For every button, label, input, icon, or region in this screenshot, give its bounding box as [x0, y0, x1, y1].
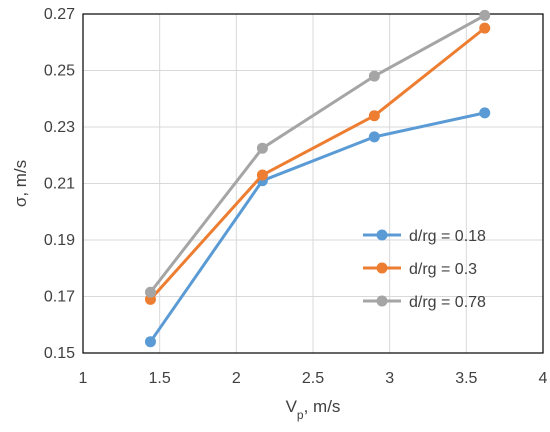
legend-label: d/rg = 0.3 — [409, 261, 477, 278]
x-axis-title-subscript: p — [297, 408, 304, 422]
data-point — [479, 9, 491, 21]
x-axis-ticks: 1 1.5 2 2.5 3 3.5 4 — [79, 370, 548, 387]
data-point — [256, 142, 268, 154]
legend-marker — [376, 262, 388, 274]
x-axis-title: Vp, m/s — [286, 397, 341, 422]
y-tick-label: 0.15 — [44, 345, 75, 362]
series-lines — [144, 9, 491, 348]
x-tick-label: 4 — [539, 370, 548, 387]
y-tick-label: 0.19 — [44, 232, 75, 249]
legend-item: d/rg = 0.3 — [363, 261, 477, 278]
legend: d/rg = 0.18 d/rg = 0.3 d/rg = 0.78 — [363, 228, 486, 311]
x-tick-label: 3 — [385, 370, 394, 387]
data-point — [479, 107, 491, 119]
series-2 — [144, 22, 491, 305]
y-axis-ticks: 0.15 0.17 0.19 0.21 0.23 0.25 0.27 — [44, 6, 75, 362]
y-tick-label: 0.21 — [44, 176, 75, 193]
x-axis-title-unit: , m/s — [304, 397, 341, 416]
series-1 — [144, 107, 491, 348]
legend-marker — [376, 229, 388, 241]
data-point — [144, 286, 156, 298]
y-tick-label: 0.25 — [44, 63, 75, 80]
legend-item: d/rg = 0.18 — [363, 228, 486, 245]
data-point — [368, 131, 380, 143]
legend-marker — [376, 295, 388, 307]
plot-area-border — [82, 13, 544, 354]
series-3 — [144, 9, 491, 298]
legend-item: d/rg = 0.78 — [363, 294, 486, 311]
grid — [83, 14, 543, 353]
series-line — [148, 111, 487, 344]
data-point — [479, 22, 491, 34]
y-axis-title: σ, m/s — [11, 160, 30, 207]
series-line — [148, 26, 487, 301]
x-tick-label: 1 — [79, 370, 88, 387]
data-point — [368, 110, 380, 122]
x-axis-title-main: V — [286, 397, 298, 416]
y-tick-label: 0.17 — [44, 289, 75, 306]
y-tick-label: 0.23 — [44, 119, 75, 136]
legend-label: d/rg = 0.18 — [409, 228, 486, 245]
x-tick-label: 3.5 — [455, 370, 477, 387]
y-tick-label: 0.27 — [44, 6, 75, 23]
data-point — [144, 336, 156, 348]
data-point — [256, 169, 268, 181]
data-point — [368, 70, 380, 82]
axis-titles: Vp, m/s σ, m/s — [11, 160, 340, 422]
x-tick-label: 2 — [232, 370, 241, 387]
legend-label: d/rg = 0.78 — [409, 294, 486, 311]
series-line — [148, 13, 487, 294]
x-tick-label: 2.5 — [302, 370, 324, 387]
x-tick-label: 1.5 — [149, 370, 171, 387]
